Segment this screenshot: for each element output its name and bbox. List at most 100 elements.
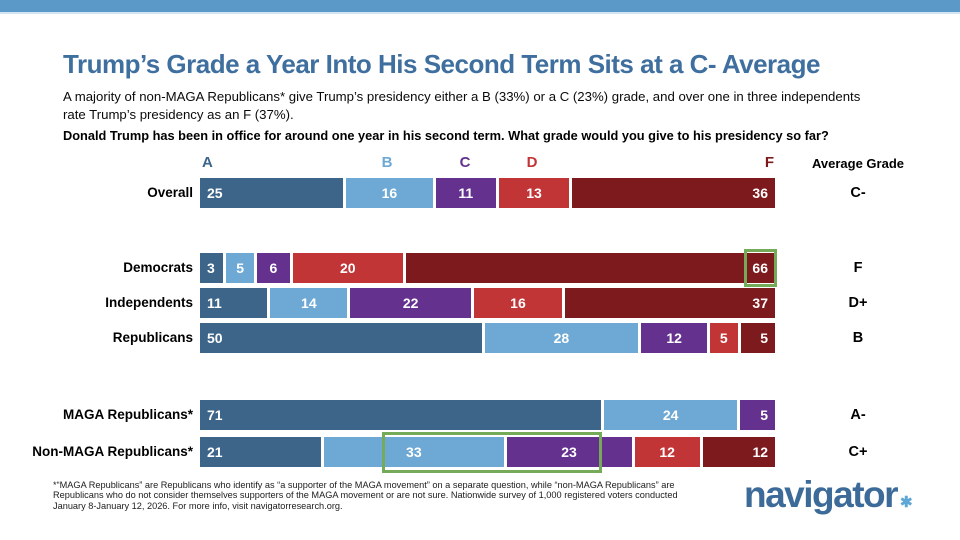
footnote-line-2: Republicans who do not consider themselv… <box>53 490 678 501</box>
segment-value: 66 <box>752 260 768 276</box>
segment-grade-A: 3 <box>200 253 224 283</box>
segment-value: 12 <box>659 444 675 460</box>
segment-grade-B: 24 <box>604 400 738 430</box>
segment-value: 22 <box>402 295 419 311</box>
segment-value: 5 <box>236 260 245 276</box>
segment-value: 11 <box>458 185 474 201</box>
segment-value: 6 <box>269 260 278 276</box>
segment-grade-D: 20 <box>292 253 403 283</box>
segment-value: 20 <box>339 260 356 276</box>
segment-grade-F: 36 <box>572 178 775 208</box>
segment-grade-C: 5 <box>740 400 775 430</box>
top-accent-bar <box>0 0 960 14</box>
row-label: MAGA Republicans* <box>62 407 193 422</box>
footnote-line-1: *“MAGA Republicans” are Republicans who … <box>53 480 675 490</box>
average-grade: B <box>852 330 864 346</box>
segment-grade-B: 33 <box>324 437 504 467</box>
grade-letter-C: C <box>459 154 471 171</box>
segment-value: 50 <box>207 330 223 346</box>
survey-question: Donald Trump has been in office for arou… <box>63 128 829 143</box>
segment-value: 13 <box>526 185 542 201</box>
segment-value: 23 <box>561 444 577 460</box>
segment-value: 16 <box>510 295 526 311</box>
navigator-logo: navigator ✱ <box>744 474 913 516</box>
segment-value: 11 <box>207 295 222 311</box>
segment-value: 33 <box>406 444 422 460</box>
stacked-bar: 3 5 6 20 66 <box>200 249 777 287</box>
average-grade: C- <box>850 185 866 201</box>
average-grade: A- <box>850 407 866 423</box>
segment-value: 16 <box>381 185 398 201</box>
average-grade: D+ <box>848 295 868 311</box>
segment-grade-A: 21 <box>200 437 322 467</box>
segment-grade-F: 12 <box>702 437 776 467</box>
segment-grade-C: 23 <box>506 437 632 467</box>
segment-grade-D: 5 <box>710 323 738 353</box>
segment-value: 24 <box>662 407 679 423</box>
footnote-line-3: January 8-January 12, 2026. For more inf… <box>53 500 343 511</box>
chart-title: Trump’s Grade a Year Into His Second Ter… <box>63 49 820 79</box>
segment-value: 5 <box>760 330 768 346</box>
segment-value: 21 <box>207 444 223 460</box>
grade-letter-D: D <box>526 154 538 171</box>
segment-value: 28 <box>553 330 570 346</box>
bar-row: Overall 25 16 11 13 36 C- <box>0 178 960 208</box>
segment-grade-B: 28 <box>484 323 639 353</box>
segment-grade-B: 5 <box>226 253 254 283</box>
subtitle-line-1: A majority of non-MAGA Republicans* give… <box>63 89 861 104</box>
bar-row: Republicans 50 28 12 5 5 B <box>0 323 960 353</box>
grade-letter-B: B <box>381 154 393 171</box>
bar-row: MAGA Republicans* 71 24 5 A- <box>0 400 960 430</box>
stacked-bar: 25 16 11 13 36 <box>200 178 775 208</box>
average-grade: F <box>853 260 863 276</box>
subtitle-line-2: rate Trump’s presidency as an F (37%). <box>63 107 294 122</box>
grade-letter-F: F <box>764 154 774 171</box>
segment-grade-D: 16 <box>474 288 562 318</box>
segment-grade-F: 5 <box>740 323 775 353</box>
segment-grade-D: 13 <box>498 178 570 208</box>
segment-value: 14 <box>301 295 317 311</box>
segment-value: 12 <box>666 330 682 346</box>
segment-grade-A: 25 <box>200 178 343 208</box>
segment-value: 25 <box>207 185 223 201</box>
segment-value: 37 <box>752 295 768 311</box>
bar-row: Non-MAGA Republicans* 21 33 23 12 12 C+ <box>0 432 960 473</box>
logo-star-icon: ✱ <box>900 494 913 511</box>
segment-grade-A: 71 <box>200 400 602 430</box>
logo-text: navigator <box>744 474 899 515</box>
segment-value: 5 <box>719 330 728 346</box>
segment-grade-C: 22 <box>350 288 472 318</box>
bar-row: Democrats 3 5 6 20 66 F <box>0 249 960 287</box>
bar-row: Independents 11 14 22 16 37 D+ <box>0 288 960 318</box>
segment-value: 36 <box>752 185 768 201</box>
stacked-bar: 21 33 23 12 12 <box>200 432 776 473</box>
segment-grade-B: 14 <box>270 288 348 318</box>
segment-grade-C: 11 <box>435 178 496 208</box>
segment-value: 5 <box>760 407 768 423</box>
stacked-bar: 71 24 5 <box>200 400 775 430</box>
segment-grade-C: 6 <box>256 253 290 283</box>
grade-letter-A: A <box>202 154 213 171</box>
row-label: Overall <box>147 185 193 200</box>
stacked-bar: 50 28 12 5 5 <box>200 323 775 353</box>
average-grade: C+ <box>848 444 868 460</box>
segment-grade-F: 66 <box>405 253 775 283</box>
stacked-bar: 11 14 22 16 37 <box>200 288 775 318</box>
row-label: Democrats <box>123 260 193 275</box>
segment-grade-A: 50 <box>200 323 482 353</box>
segment-value: 12 <box>752 444 769 460</box>
row-label: Non-MAGA Republicans* <box>32 444 193 459</box>
footnote: *“MAGA Republicans” are Republicans who … <box>53 480 678 511</box>
chart-subtitle: A majority of non-MAGA Republicans* give… <box>63 88 860 124</box>
segment-grade-D: 12 <box>634 437 700 467</box>
segment-grade-A: 11 <box>200 288 268 318</box>
segment-grade-B: 16 <box>345 178 433 208</box>
segment-grade-C: 12 <box>641 323 708 353</box>
row-label: Republicans <box>112 330 193 345</box>
segment-value: 71 <box>207 407 223 423</box>
row-label: Independents <box>105 295 193 310</box>
average-grade-header: Average Grade <box>811 156 904 171</box>
segment-grade-F: 37 <box>564 288 775 318</box>
segment-value: 3 <box>207 260 215 276</box>
